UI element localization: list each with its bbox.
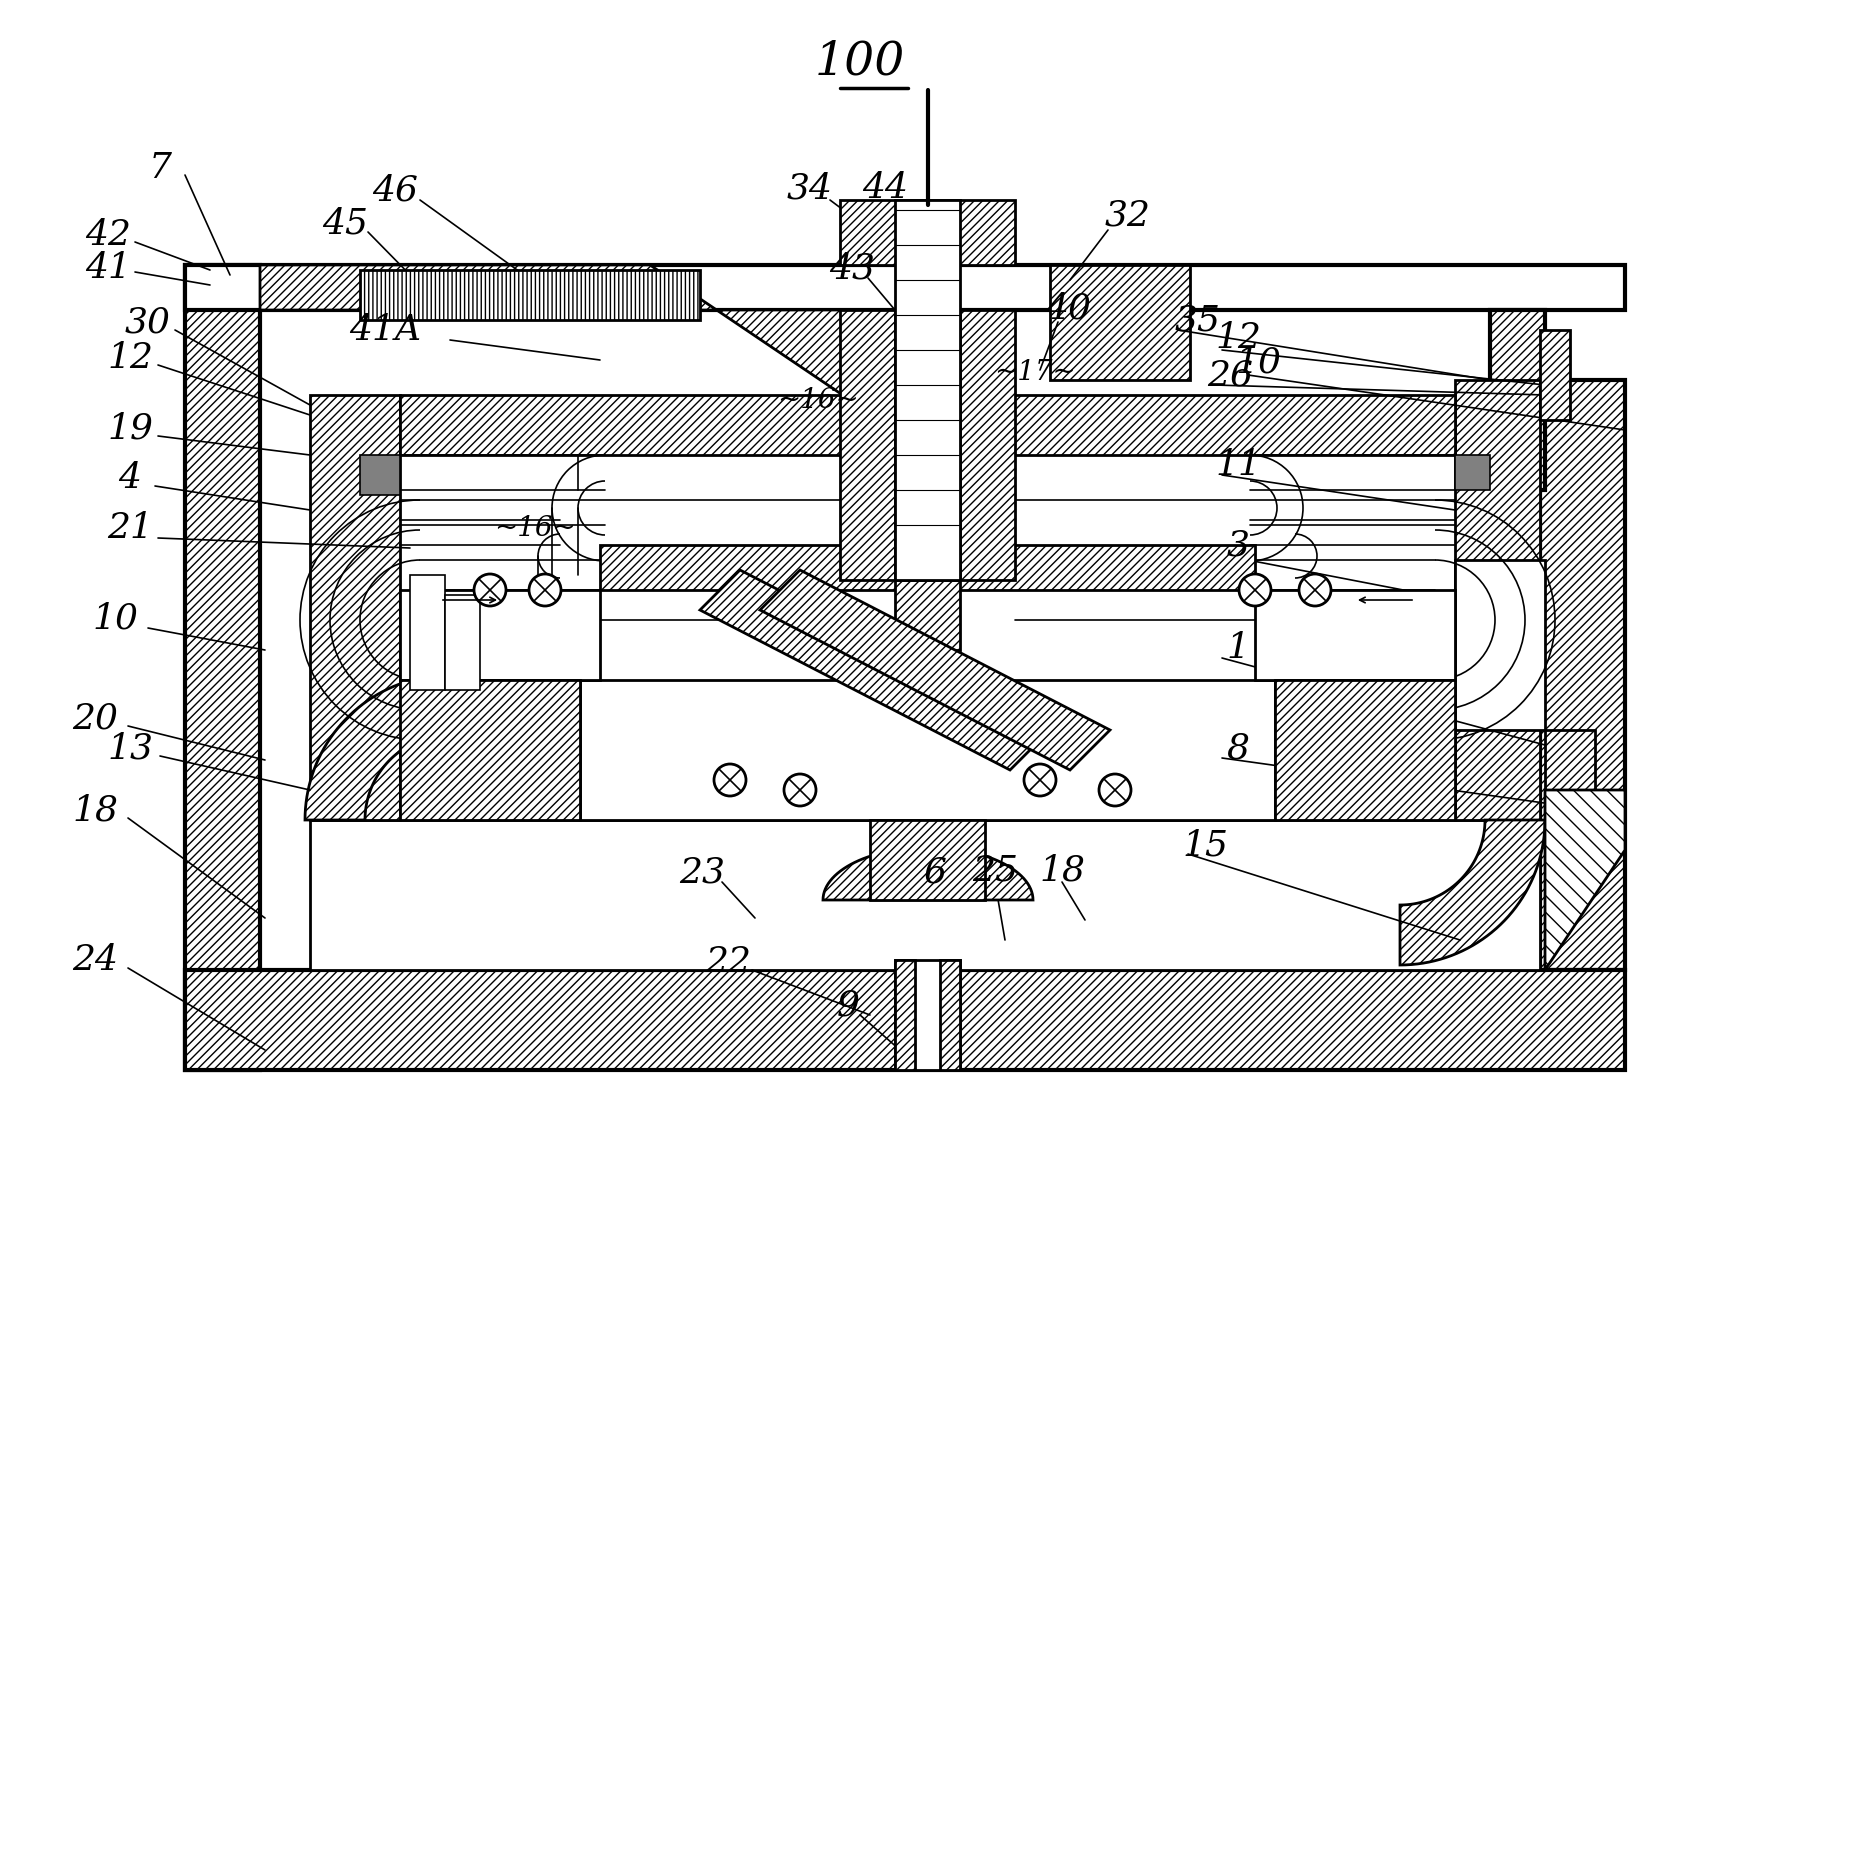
- Text: 7: 7: [148, 151, 172, 185]
- Polygon shape: [1545, 731, 1595, 791]
- Circle shape: [474, 574, 506, 606]
- Circle shape: [1239, 574, 1270, 606]
- Text: 13: 13: [107, 731, 154, 764]
- Text: 20: 20: [72, 701, 119, 735]
- Polygon shape: [941, 961, 959, 1069]
- Circle shape: [1298, 574, 1332, 606]
- Text: 41A: 41A: [348, 312, 420, 348]
- Polygon shape: [895, 961, 959, 1069]
- Polygon shape: [822, 847, 1033, 901]
- Text: 40: 40: [1045, 292, 1091, 325]
- Text: 23: 23: [680, 854, 724, 890]
- Text: 22: 22: [706, 946, 752, 979]
- Polygon shape: [600, 546, 1256, 591]
- Text: 1: 1: [1226, 632, 1250, 665]
- Text: 46: 46: [372, 174, 419, 207]
- Text: 24: 24: [72, 944, 119, 977]
- Polygon shape: [1541, 331, 1570, 421]
- Text: 35: 35: [1174, 303, 1220, 336]
- Polygon shape: [580, 680, 1274, 820]
- Circle shape: [1098, 774, 1132, 806]
- Polygon shape: [309, 394, 400, 820]
- Polygon shape: [400, 680, 580, 820]
- Text: 15: 15: [1182, 828, 1228, 862]
- Text: 41: 41: [85, 250, 131, 284]
- Polygon shape: [1491, 310, 1545, 490]
- Polygon shape: [759, 570, 1109, 770]
- Polygon shape: [359, 269, 700, 320]
- Text: 25: 25: [972, 852, 1019, 888]
- Text: 100: 100: [815, 39, 906, 84]
- Polygon shape: [1456, 454, 1491, 490]
- Polygon shape: [444, 594, 480, 690]
- Polygon shape: [185, 970, 1624, 1069]
- Polygon shape: [841, 200, 1015, 265]
- Circle shape: [715, 764, 746, 796]
- Polygon shape: [1256, 591, 1456, 680]
- Polygon shape: [1400, 820, 1545, 964]
- Text: 43: 43: [830, 250, 874, 284]
- Text: 4: 4: [119, 462, 141, 495]
- Text: 9: 9: [837, 989, 859, 1022]
- Text: 26: 26: [1208, 359, 1254, 392]
- Polygon shape: [306, 675, 450, 820]
- Text: 8: 8: [1226, 731, 1250, 764]
- Text: 34: 34: [787, 170, 833, 206]
- Polygon shape: [409, 576, 444, 690]
- Text: 44: 44: [861, 170, 907, 206]
- Text: 21: 21: [107, 510, 154, 546]
- Text: 10: 10: [1235, 346, 1282, 379]
- Text: 19: 19: [107, 411, 154, 445]
- Text: ~16~: ~16~: [778, 387, 859, 413]
- Text: 18: 18: [72, 792, 119, 826]
- Polygon shape: [1274, 680, 1456, 820]
- Polygon shape: [185, 265, 1624, 310]
- Text: ~17~: ~17~: [995, 359, 1076, 385]
- Polygon shape: [959, 310, 1015, 579]
- Polygon shape: [1456, 561, 1545, 731]
- Polygon shape: [1541, 379, 1624, 970]
- Text: 10: 10: [93, 602, 139, 635]
- Text: 42: 42: [85, 219, 131, 252]
- Circle shape: [1024, 764, 1056, 796]
- Polygon shape: [185, 265, 259, 1069]
- Text: 30: 30: [124, 305, 170, 338]
- Text: 6: 6: [924, 854, 946, 890]
- Text: 12: 12: [1215, 321, 1261, 355]
- Polygon shape: [400, 394, 850, 454]
- Polygon shape: [895, 579, 959, 650]
- Text: 12: 12: [107, 340, 154, 376]
- Text: 18: 18: [1039, 852, 1085, 888]
- Polygon shape: [259, 265, 850, 400]
- Polygon shape: [841, 310, 895, 579]
- Polygon shape: [895, 200, 959, 579]
- Text: 3: 3: [1226, 529, 1250, 563]
- Polygon shape: [359, 454, 400, 495]
- Text: 32: 32: [1106, 198, 1150, 232]
- Polygon shape: [400, 591, 600, 680]
- Circle shape: [530, 574, 561, 606]
- Polygon shape: [700, 570, 1050, 770]
- Polygon shape: [870, 820, 985, 901]
- Polygon shape: [1545, 791, 1624, 970]
- Polygon shape: [895, 961, 915, 1069]
- Text: 11: 11: [1215, 449, 1261, 482]
- Circle shape: [783, 774, 817, 806]
- Text: 45: 45: [322, 206, 369, 239]
- Polygon shape: [1000, 394, 1456, 454]
- Polygon shape: [1456, 379, 1541, 820]
- Polygon shape: [309, 820, 1541, 970]
- Text: ~16~: ~16~: [494, 514, 576, 542]
- Polygon shape: [1050, 265, 1191, 379]
